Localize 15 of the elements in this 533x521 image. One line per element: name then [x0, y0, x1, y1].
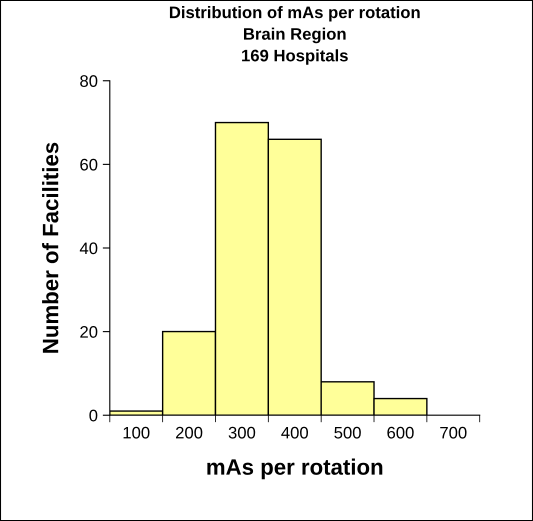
x-axis-title: mAs per rotation	[207, 458, 382, 480]
chart-title: Distribution of mAs per rotation Brain Region 169 Hospitals	[170, 6, 420, 65]
x-tick-label: 600	[387, 426, 414, 439]
y-tick-label: 40	[80, 242, 98, 254]
x-tick-label: 100	[124, 426, 150, 439]
y-tick-label: 0	[89, 410, 98, 422]
y-tick-label: 80	[80, 75, 98, 87]
y-tick-label: 60	[80, 158, 98, 171]
x-tick-label: 500	[334, 426, 361, 439]
x-tick-label: 200	[176, 426, 202, 439]
y-tick-label: 20	[80, 326, 98, 338]
x-tick-label: 400	[281, 426, 308, 439]
x-tick-label: 700	[440, 426, 467, 439]
y-axis-title: Number of Facilities	[42, 142, 58, 353]
x-tick-label: 300	[228, 426, 256, 439]
